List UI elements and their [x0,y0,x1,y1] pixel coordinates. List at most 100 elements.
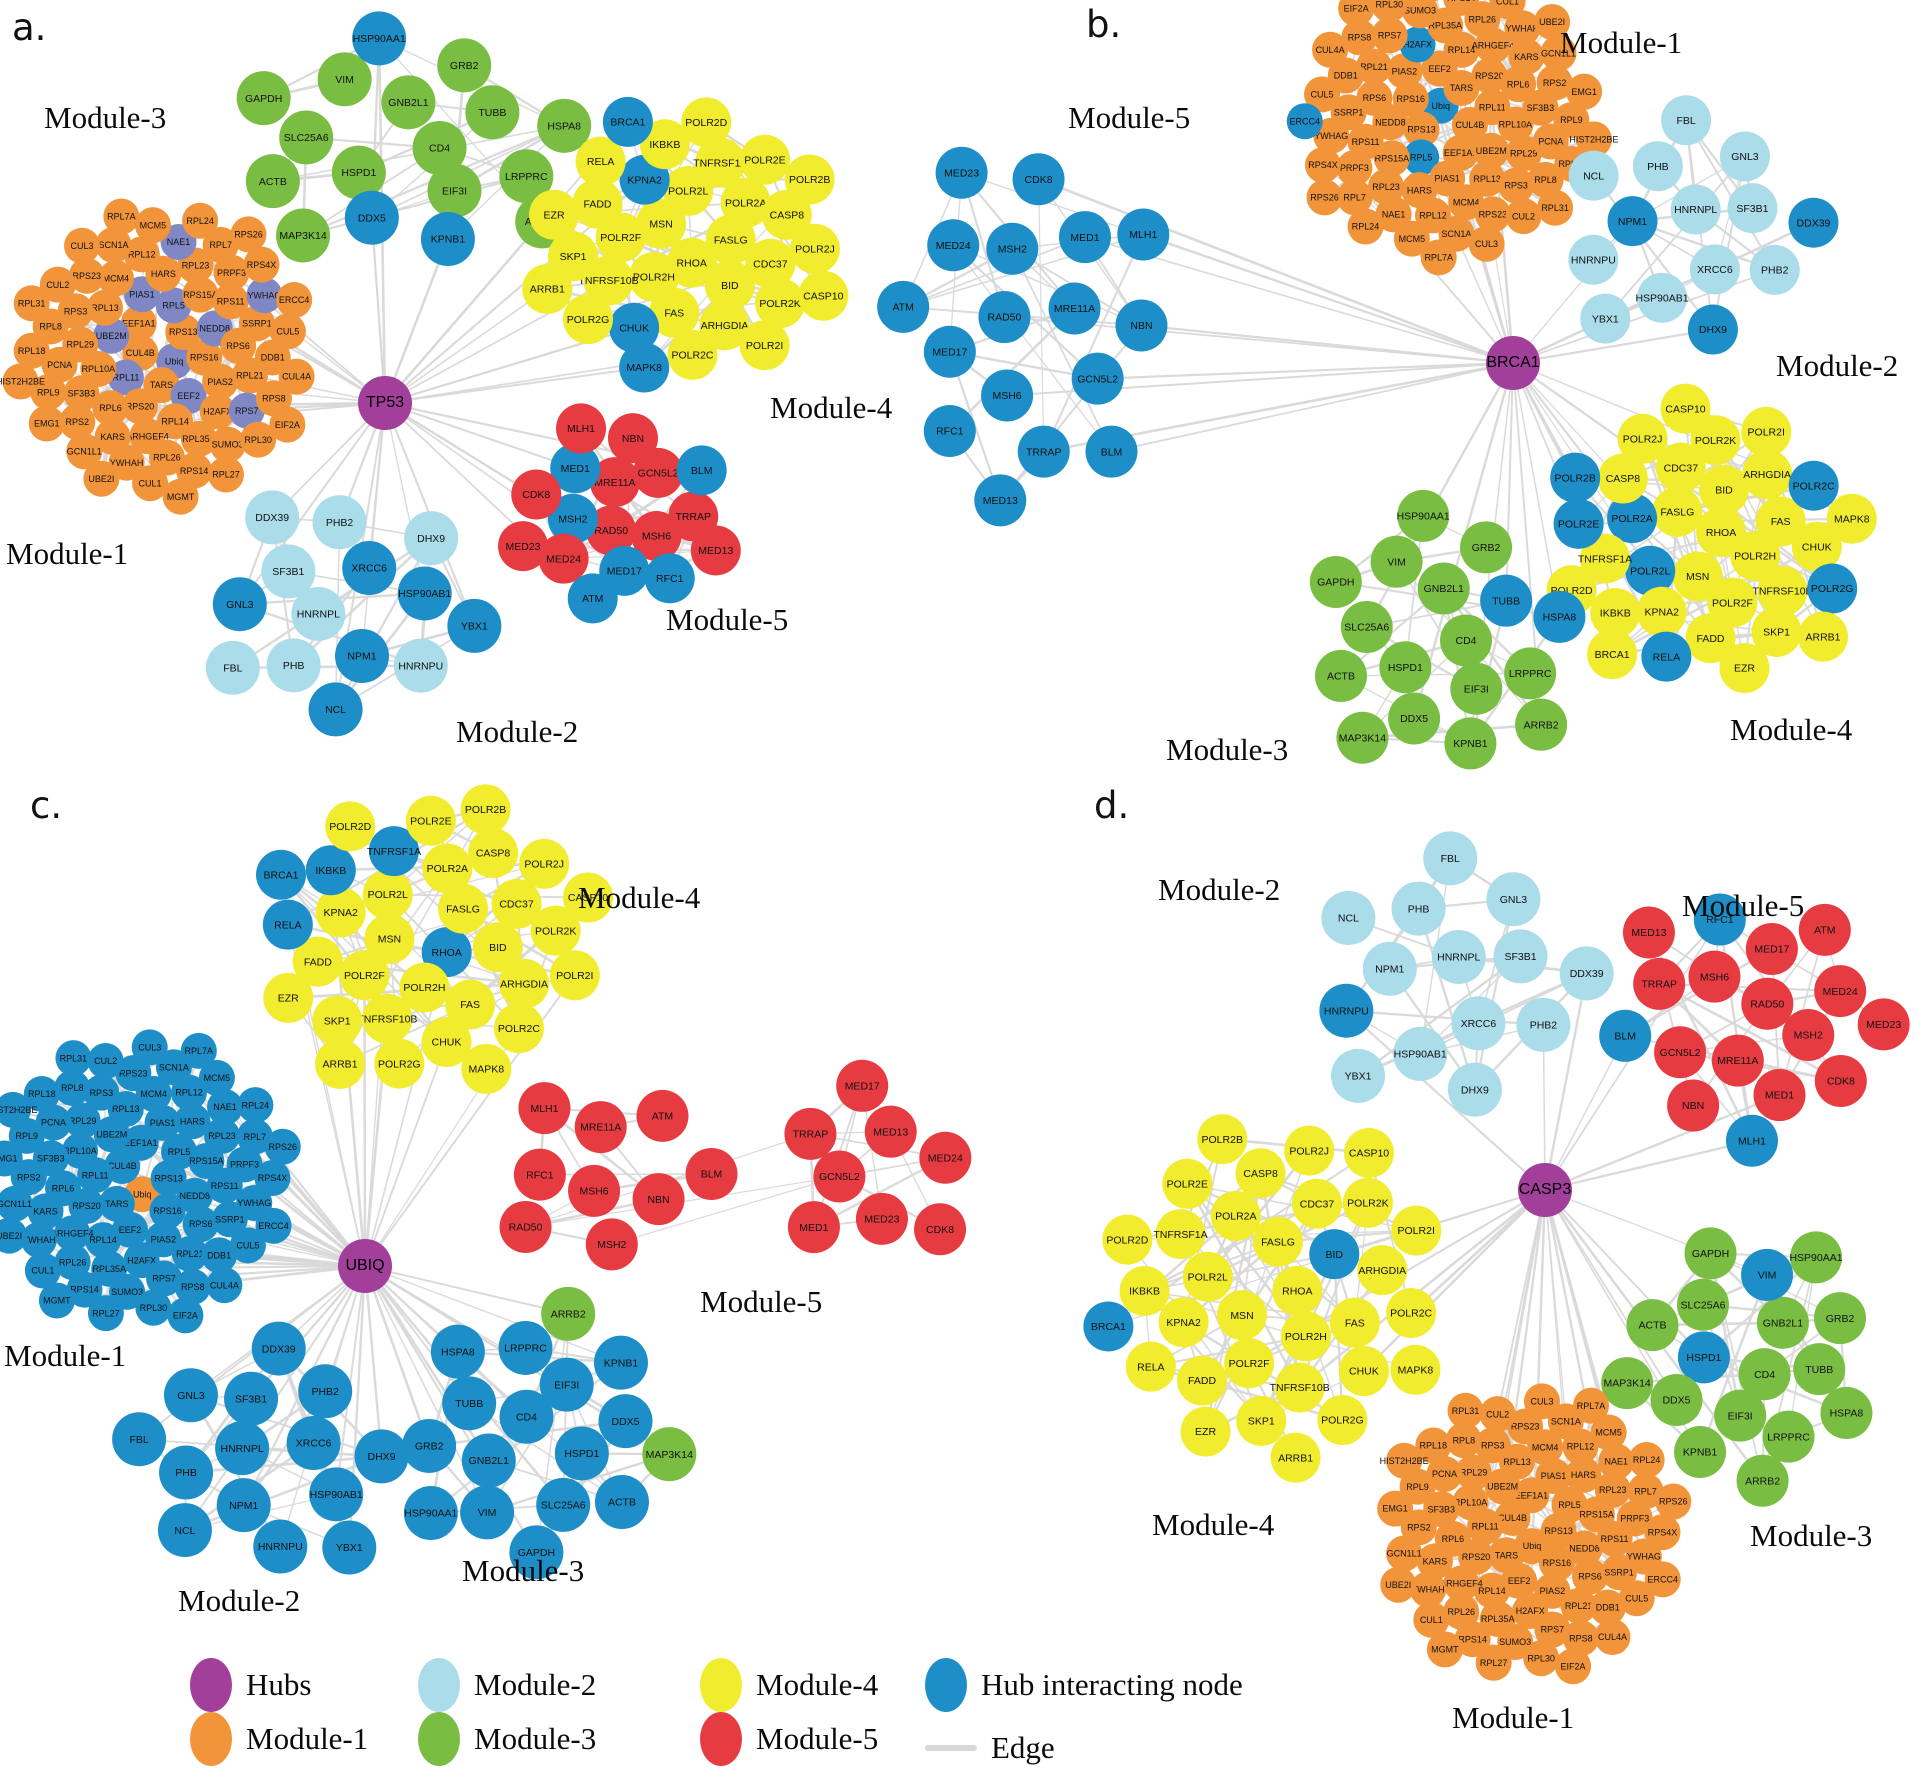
node-RPL29[interactable] [64,1102,101,1139]
node-NPM1[interactable] [1362,941,1417,996]
node-POLR2K[interactable] [1342,1177,1393,1228]
node-HNRNPU[interactable] [1568,234,1619,285]
node-TNFRSF10B[interactable] [1274,1362,1325,1413]
hub-node-CASP3[interactable] [1518,1163,1572,1217]
node-SLC25A6[interactable] [279,110,334,165]
node-SLC25A6[interactable] [536,1477,591,1532]
node-MLH1[interactable] [1725,1114,1778,1167]
node-XRCC6[interactable] [342,541,397,596]
node-CHUK[interactable] [1791,521,1842,572]
node-DDB1[interactable] [201,1237,238,1274]
node-CUL5[interactable] [269,313,306,350]
node-RPL7[interactable] [1336,179,1373,216]
node-FASLG[interactable] [1652,486,1703,537]
node-GAPDH[interactable] [1309,556,1362,609]
node-CDC37[interactable] [1655,442,1706,493]
node-HSPA8[interactable] [1820,1386,1873,1439]
node-ATM[interactable] [877,280,930,333]
node-RPS26[interactable] [1306,179,1343,216]
node-TNFRSF10B[interactable] [1757,565,1808,616]
node-GCN5L2[interactable] [1071,352,1124,405]
node-POLR2C[interactable] [667,329,718,380]
node-EIF2A[interactable] [167,1297,204,1334]
node-TUBB[interactable] [1480,574,1533,627]
node-CUL4A[interactable] [1594,1619,1631,1656]
node-BLM[interactable] [676,445,727,496]
node-CUL2[interactable] [87,1043,124,1080]
node-CUL4A[interactable] [1312,31,1349,68]
node-RPS23[interactable] [115,1055,152,1092]
node-VIM[interactable] [460,1485,515,1540]
node-RPL6[interactable] [92,390,129,427]
node-NBN[interactable] [607,413,658,464]
node-ARHGDIA[interactable] [1742,449,1793,500]
node-IKBKB[interactable] [639,119,690,170]
node-EMG1[interactable] [28,405,65,442]
node-IKBKB[interactable] [305,845,356,896]
node-GRB2[interactable] [402,1418,457,1473]
node-POLR2D[interactable] [325,801,376,852]
node-UBE2M[interactable] [1473,132,1510,169]
node-RPL31[interactable] [1537,189,1574,226]
node-RPL8[interactable] [54,1069,91,1106]
node-CHUK[interactable] [421,1017,472,1068]
node-RPS7[interactable] [146,1260,183,1297]
node-RPS2[interactable] [59,403,96,440]
node-ARRB1[interactable] [1270,1432,1321,1483]
node-SCN1A[interactable] [95,227,132,264]
node-FASLG[interactable] [1253,1216,1304,1267]
node-IKBKB[interactable] [1590,587,1641,638]
node-NCL[interactable] [308,682,363,737]
node-RPL5[interactable] [1403,139,1440,176]
node-DDX5[interactable] [344,190,399,245]
node-CUL1[interactable] [24,1252,61,1289]
node-YBX1[interactable] [447,598,502,653]
node-EZR[interactable] [1180,1406,1231,1457]
node-ACTB[interactable] [245,154,300,209]
node-RPL7A[interactable] [1573,1387,1610,1424]
node-SLC25A6[interactable] [1676,1278,1729,1331]
node-RPS4X[interactable] [1644,1514,1681,1551]
node-RPL30[interactable] [240,421,277,458]
node-PHB2[interactable] [1516,997,1571,1052]
node-TRRAP[interactable] [1017,425,1070,478]
node-RPL27[interactable] [1414,0,1450,2]
node-RPS26[interactable] [264,1128,301,1165]
node-MSH6[interactable] [981,369,1034,422]
node-MAP3K14[interactable] [642,1427,697,1482]
node-KPNA2[interactable] [1158,1297,1209,1348]
node-GNL3[interactable] [1486,872,1541,927]
hub-node-TP53[interactable] [358,376,412,430]
node-RPL7A[interactable] [103,198,140,235]
node-ATM[interactable] [1798,903,1851,956]
node-MED17[interactable] [1745,922,1798,975]
node-LRPPRC[interactable] [1762,1410,1815,1463]
node-SSRP1[interactable] [238,305,275,342]
node-DDX5[interactable] [1388,692,1441,745]
node-CD4[interactable] [1439,614,1492,667]
node-RPS4X[interactable] [254,1159,291,1196]
node-SF3B1[interactable] [1493,929,1548,984]
node-POLR2A[interactable] [1607,493,1658,544]
node-CASP8[interactable] [1597,453,1648,504]
node-CUL2[interactable] [1505,198,1542,235]
node-ERCC4[interactable] [276,282,313,319]
node-MCM5[interactable] [1590,1414,1627,1451]
node-MED13[interactable] [864,1105,917,1158]
node-RAD50[interactable] [499,1200,552,1253]
node-HSPD1[interactable] [331,145,386,200]
node-GCN5L2[interactable] [633,447,684,498]
node-RPS3[interactable] [83,1074,120,1111]
node-ATM[interactable] [636,1089,689,1142]
node-TNFRSF10B[interactable] [362,993,413,1044]
node-NCL[interactable] [157,1503,212,1558]
node-YBX1[interactable] [322,1520,377,1575]
node-CDC37[interactable] [491,878,542,929]
node-GCN1L1[interactable] [1540,35,1577,72]
node-RPL27[interactable] [1475,1644,1512,1681]
node-BRCA1[interactable] [1083,1301,1134,1352]
node-GRB2[interactable] [437,38,492,93]
node-POLR2J[interactable] [1617,413,1668,464]
node-POLR2L[interactable] [663,165,714,216]
node-YWHAH[interactable] [20,1221,57,1258]
